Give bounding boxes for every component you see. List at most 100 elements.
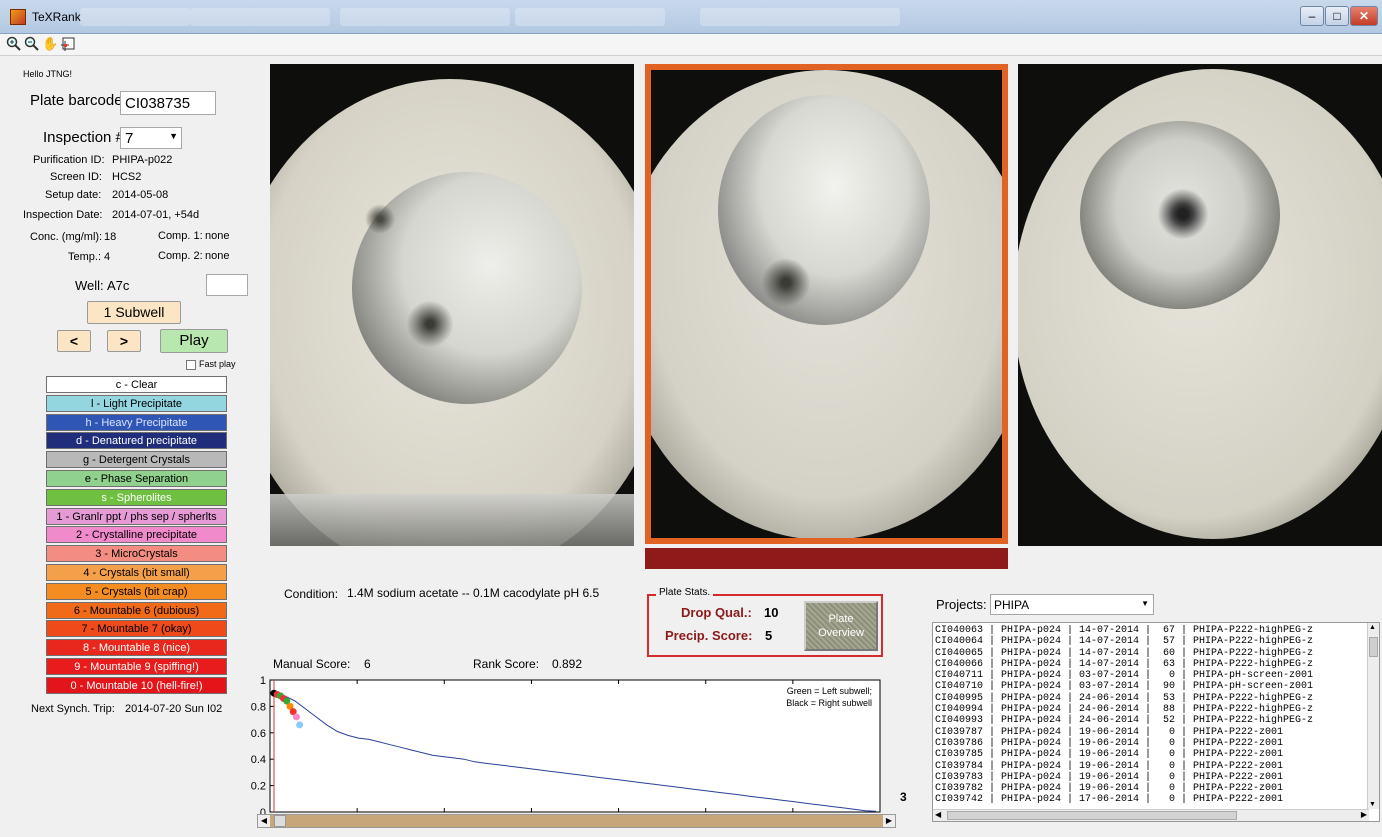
list-item[interactable]: CI039742 | PHIPA-p024 | 17-06-2014 | 0 |… — [935, 794, 1367, 805]
scroll-left-icon[interactable]: ◀ — [258, 815, 270, 827]
scroll-right-icon[interactable]: ▶ — [883, 815, 895, 827]
minimize-button[interactable]: – — [1300, 6, 1324, 26]
list-item[interactable]: CI040711 | PHIPA-p024 | 03-07-2014 | 0 |… — [935, 670, 1367, 681]
setup-date-value: 2014-05-08 — [112, 189, 168, 201]
scroll-thumb[interactable] — [1369, 637, 1378, 657]
score-button[interactable]: d - Denatured precipitate — [46, 432, 227, 449]
pan-hand-icon[interactable]: ✋ — [42, 36, 58, 52]
list-item[interactable]: CI040993 | PHIPA-p024 | 24-06-2014 | 52 … — [935, 715, 1367, 726]
score-button[interactable]: c - Clear — [46, 376, 227, 393]
data-cursor-icon[interactable] — [60, 36, 76, 52]
zoom-in-icon[interactable] — [6, 36, 22, 52]
comp1-label: Comp. 1: — [158, 230, 203, 242]
list-vertical-scrollbar[interactable]: ▲ ▼ — [1367, 623, 1379, 809]
chart-legend-text: Green = Left subwell; — [787, 686, 872, 696]
score-button[interactable]: l - Light Precipitate — [46, 395, 227, 412]
score-button[interactable]: 2 - Crystalline precipitate — [46, 526, 227, 543]
chevron-down-icon: ▼ — [169, 131, 178, 141]
next-synch-label: Next Synch. Trip: — [31, 703, 115, 715]
rank-chart[interactable]: 0 0.2 0.4 0.6 0.8 1 Green = Left subwell; Black… — [244, 676, 894, 814]
conc-value: 18 — [104, 231, 116, 243]
scroll-left-icon[interactable]: ◀ — [935, 810, 941, 819]
y-tick-label: 0.2 — [251, 781, 266, 793]
plate-stats-title: Plate Stats. — [656, 587, 713, 598]
precip-score-value: 5 — [765, 628, 772, 643]
scroll-down-icon[interactable]: ▼ — [1369, 801, 1376, 808]
title-bar: TeXRank – □ ✕ — [0, 0, 1382, 34]
score-button[interactable]: e - Phase Separation — [46, 470, 227, 487]
well-label: Well: — [75, 278, 104, 293]
next-button[interactable]: > — [107, 330, 141, 352]
y-tick-label: 0.8 — [251, 701, 266, 713]
maximize-button[interactable]: □ — [1325, 6, 1349, 26]
list-item[interactable]: CI040710 | PHIPA-p024 | 03-07-2014 | 90 … — [935, 681, 1367, 692]
subwell-button[interactable]: 1 Subwell — [87, 301, 181, 324]
score-button[interactable]: 7 - Mountable 7 (okay) — [46, 620, 227, 637]
play-button[interactable]: Play — [160, 329, 228, 353]
inspection-label: Inspection #: — [43, 129, 128, 146]
score-button[interactable]: 4 - Crystals (bit small) — [46, 564, 227, 581]
plate-barcode-input[interactable]: CI038735 — [120, 91, 216, 115]
score-button[interactable]: 1 - Granlr ppt / phs sep / spherlts — [46, 508, 227, 525]
score-button[interactable]: 9 - Mountable 9 (spiffing!) — [46, 658, 227, 675]
inspection-date-label: Inspection Date: — [23, 209, 103, 221]
manual-score-value: 6 — [364, 657, 371, 671]
list-item[interactable]: CI039786 | PHIPA-p024 | 19-06-2014 | 0 |… — [935, 738, 1367, 749]
scroll-right-icon[interactable]: ▶ — [1361, 810, 1367, 819]
list-item[interactable]: CI040064 | PHIPA-p024 | 14-07-2014 | 57 … — [935, 636, 1367, 647]
plate-list[interactable]: CI040063 | PHIPA-p024 | 14-07-2014 | 67 … — [932, 622, 1380, 822]
zoom-out-icon[interactable] — [24, 36, 40, 52]
chevron-down-icon: ▼ — [1141, 599, 1149, 608]
drop-quality-label: Drop Qual.: — [681, 605, 752, 620]
close-button[interactable]: ✕ — [1350, 6, 1378, 26]
well-input[interactable] — [206, 274, 248, 296]
blurred-taskbar-tab — [340, 8, 510, 26]
selected-image-bar — [645, 548, 1008, 569]
list-item[interactable]: CI039787 | PHIPA-p024 | 19-06-2014 | 0 |… — [935, 727, 1367, 738]
list-item[interactable]: CI040065 | PHIPA-p024 | 14-07-2014 | 60 … — [935, 648, 1367, 659]
rank-score-label: Rank Score: — [473, 657, 539, 671]
list-item[interactable]: CI039782 | PHIPA-p024 | 19-06-2014 | 0 |… — [935, 783, 1367, 794]
score-button[interactable]: 8 - Mountable 8 (nice) — [46, 639, 227, 656]
list-item[interactable]: CI040066 | PHIPA-p024 | 14-07-2014 | 63 … — [935, 659, 1367, 670]
score-button[interactable]: h - Heavy Precipitate — [46, 414, 227, 431]
list-item[interactable]: CI040063 | PHIPA-p024 | 14-07-2014 | 67 … — [935, 625, 1367, 636]
chart-scrollbar[interactable]: ◀ ▶ — [257, 814, 896, 828]
score-button[interactable]: g - Detergent Crystals — [46, 451, 227, 468]
score-button[interactable]: 5 - Crystals (bit crap) — [46, 583, 227, 600]
scroll-up-icon[interactable]: ▲ — [1369, 624, 1376, 631]
list-item[interactable]: CI039785 | PHIPA-p024 | 19-06-2014 | 0 |… — [935, 749, 1367, 760]
previous-button[interactable]: < — [57, 330, 91, 352]
plate-overview-button[interactable]: Plate Overview — [804, 601, 878, 651]
window-title: TeXRank — [32, 10, 81, 24]
inspection-date-value: 2014-07-01, +54d — [112, 209, 199, 221]
score-button[interactable]: s - Spherolites — [46, 489, 227, 506]
left-subwell-image[interactable] — [270, 64, 634, 546]
chart-side-value: 3 — [900, 790, 907, 804]
comp2-label: Comp. 2: — [158, 250, 203, 262]
projects-select[interactable]: PHIPA ▼ — [990, 594, 1154, 615]
purification-value: PHIPA-p022 — [112, 154, 172, 166]
inspection-value: 7 — [125, 130, 133, 147]
center-subwell-image-selected[interactable] — [645, 64, 1008, 544]
list-item[interactable]: CI039784 | PHIPA-p024 | 19-06-2014 | 0 |… — [935, 761, 1367, 772]
list-item[interactable]: CI040995 | PHIPA-p024 | 24-06-2014 | 53 … — [935, 693, 1367, 704]
list-horizontal-scrollbar[interactable]: ◀ ▶ — [933, 809, 1369, 821]
list-item[interactable]: CI039783 | PHIPA-p024 | 19-06-2014 | 0 |… — [935, 772, 1367, 783]
blurred-taskbar-tab — [700, 8, 900, 26]
comp1-value: none — [205, 230, 229, 242]
scroll-thumb[interactable] — [947, 811, 1237, 820]
fast-play-checkbox[interactable] — [186, 360, 196, 370]
drop-quality-value: 10 — [764, 605, 778, 620]
list-item[interactable]: CI040994 | PHIPA-p024 | 24-06-2014 | 88 … — [935, 704, 1367, 715]
score-button[interactable]: 0 - Mountable 10 (hell-fire!) — [46, 677, 227, 694]
score-button[interactable]: 3 - MicroCrystals — [46, 545, 227, 562]
scroll-thumb[interactable] — [274, 815, 286, 827]
fast-play-label: Fast play — [199, 359, 236, 369]
score-button[interactable]: 6 - Mountable 6 (dubious) — [46, 602, 227, 619]
inspection-select[interactable]: 7 ▼ — [120, 127, 182, 149]
y-tick-label: 0.4 — [251, 754, 266, 766]
right-subwell-image[interactable] — [1018, 64, 1382, 546]
projects-selected: PHIPA — [994, 598, 1029, 612]
data-point — [293, 713, 300, 720]
